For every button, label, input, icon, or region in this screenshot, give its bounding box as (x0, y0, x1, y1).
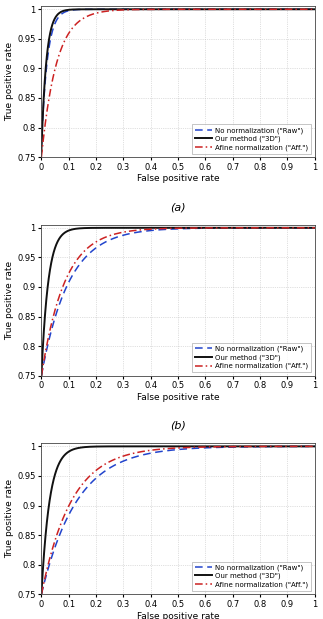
Afine normalization ("Aff.") (305, 443, 309, 450)
Line: Our method ("3D"): Our method ("3D") (41, 446, 315, 594)
No normalization ("Raw") (172, 225, 176, 233)
No normalization ("Raw") (305, 224, 309, 232)
No normalization ("Raw") (53, 19, 57, 27)
Afine normalization ("Aff.") (313, 224, 317, 232)
Afine normalization ("Aff.") (165, 6, 169, 13)
No normalization ("Raw") (172, 446, 176, 454)
Y-axis label: True positive rate: True positive rate (5, 479, 15, 558)
No normalization ("Raw") (39, 591, 43, 598)
Legend: No normalization ("Raw"), Our method ("3D"), Afine normalization ("Aff."): No normalization ("Raw"), Our method ("3… (192, 561, 311, 591)
Y-axis label: True positive rate: True positive rate (5, 42, 15, 121)
No normalization ("Raw") (255, 443, 259, 451)
Our method ("3D") (305, 443, 309, 450)
No normalization ("Raw") (165, 447, 169, 454)
Our method ("3D") (53, 14, 57, 21)
Line: Our method ("3D"): Our method ("3D") (41, 228, 315, 376)
Our method ("3D") (53, 243, 57, 251)
Line: Afine normalization ("Aff."): Afine normalization ("Aff.") (41, 9, 315, 157)
No normalization ("Raw") (305, 443, 309, 450)
Our method ("3D") (165, 443, 169, 450)
Afine normalization ("Aff.") (305, 6, 309, 13)
Our method ("3D") (313, 224, 317, 232)
Our method ("3D") (313, 443, 317, 450)
No normalization ("Raw") (256, 6, 260, 13)
Our method ("3D") (39, 372, 43, 379)
No normalization ("Raw") (53, 313, 57, 320)
No normalization ("Raw") (39, 142, 43, 149)
Afine normalization ("Aff.") (53, 64, 57, 71)
Our method ("3D") (312, 443, 316, 450)
Afine normalization ("Aff.") (305, 443, 309, 450)
Afine normalization ("Aff.") (172, 444, 176, 452)
Afine normalization ("Aff.") (39, 372, 43, 379)
Afine normalization ("Aff.") (305, 224, 309, 232)
Our method ("3D") (255, 443, 259, 450)
Afine normalization ("Aff.") (305, 224, 309, 232)
Afine normalization ("Aff.") (165, 225, 169, 232)
Our method ("3D") (255, 6, 259, 13)
Afine normalization ("Aff.") (255, 6, 259, 13)
Line: No normalization ("Raw"): No normalization ("Raw") (41, 446, 315, 594)
Line: No normalization ("Raw"): No normalization ("Raw") (41, 9, 315, 145)
Afine normalization ("Aff.") (39, 591, 43, 598)
Our method ("3D") (165, 6, 169, 13)
Our method ("3D") (39, 591, 43, 598)
No normalization ("Raw") (255, 6, 259, 13)
No normalization ("Raw") (172, 6, 176, 13)
Afine normalization ("Aff.") (53, 305, 57, 313)
No normalization ("Raw") (305, 443, 309, 450)
No normalization ("Raw") (313, 443, 317, 450)
No normalization ("Raw") (165, 225, 169, 233)
No normalization ("Raw") (305, 224, 309, 232)
Line: Our method ("3D"): Our method ("3D") (41, 9, 315, 151)
Line: Afine normalization ("Aff."): Afine normalization ("Aff.") (41, 228, 315, 376)
Afine normalization ("Aff.") (313, 6, 317, 13)
Our method ("3D") (313, 6, 317, 13)
Afine normalization ("Aff.") (255, 224, 259, 232)
No normalization ("Raw") (305, 6, 309, 13)
Y-axis label: True positive rate: True positive rate (5, 261, 15, 340)
No normalization ("Raw") (305, 6, 309, 13)
X-axis label: False positive rate: False positive rate (137, 175, 219, 183)
No normalization ("Raw") (313, 6, 317, 13)
Our method ("3D") (165, 224, 169, 232)
Our method ("3D") (305, 6, 309, 13)
Our method ("3D") (172, 6, 176, 13)
No normalization ("Raw") (313, 224, 317, 232)
Afine normalization ("Aff.") (313, 443, 317, 450)
Legend: No normalization ("Raw"), Our method ("3D"), Afine normalization ("Aff."): No normalization ("Raw"), Our method ("3… (192, 343, 311, 372)
Our method ("3D") (255, 224, 259, 232)
Our method ("3D") (53, 470, 57, 477)
No normalization ("Raw") (53, 542, 57, 550)
Afine normalization ("Aff.") (172, 6, 176, 13)
No normalization ("Raw") (165, 6, 169, 13)
Our method ("3D") (305, 224, 309, 232)
Our method ("3D") (305, 6, 309, 13)
X-axis label: False positive rate: False positive rate (137, 612, 219, 619)
Afine normalization ("Aff.") (255, 443, 259, 450)
Line: Afine normalization ("Aff."): Afine normalization ("Aff.") (41, 446, 315, 594)
Our method ("3D") (172, 224, 176, 232)
Text: (b): (b) (170, 421, 186, 431)
Line: No normalization ("Raw"): No normalization ("Raw") (41, 228, 315, 376)
No normalization ("Raw") (255, 224, 259, 232)
X-axis label: False positive rate: False positive rate (137, 393, 219, 402)
Text: (a): (a) (170, 202, 186, 212)
Afine normalization ("Aff.") (53, 535, 57, 543)
Afine normalization ("Aff.") (305, 6, 309, 13)
Afine normalization ("Aff.") (172, 225, 176, 232)
Afine normalization ("Aff.") (165, 445, 169, 452)
Afine normalization ("Aff.") (39, 154, 43, 161)
No normalization ("Raw") (39, 372, 43, 379)
Our method ("3D") (39, 147, 43, 155)
Our method ("3D") (305, 224, 309, 232)
Our method ("3D") (286, 224, 290, 232)
Legend: No normalization ("Raw"), Our method ("3D"), Afine normalization ("Aff."): No normalization ("Raw"), Our method ("3… (192, 124, 311, 154)
Our method ("3D") (305, 443, 309, 450)
Our method ("3D") (217, 6, 221, 13)
Our method ("3D") (172, 443, 176, 450)
